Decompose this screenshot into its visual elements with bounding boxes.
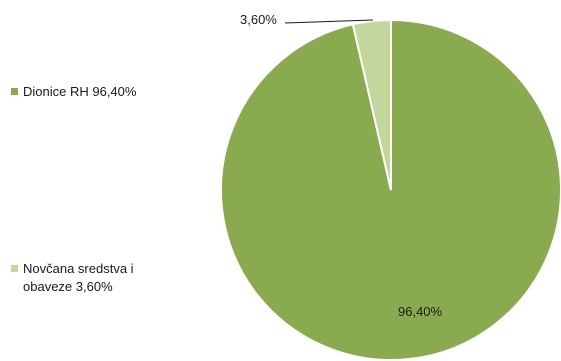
legend-item-novcana-sredstva: Novčana sredstva i obaveze 3,60% [11, 260, 171, 296]
data-label-novcana-sredstva: 3,60% [240, 12, 277, 27]
pie-slice-novcana-sredstva [351, 18, 392, 191]
pie-slices [220, 18, 561, 361]
legend-swatch-dionice-rh [11, 88, 18, 95]
legend-label-dionice-rh: Dionice RH 96,40% [23, 84, 137, 99]
legend-swatch-novcana-sredstva [11, 265, 18, 272]
legend-label-novcana-sredstva: Novčana sredstva i obaveze 3,60% [23, 261, 134, 294]
data-label-dionice-rh: 96,40% [398, 304, 443, 319]
slice-label-leader-line [284, 19, 374, 24]
legend-item-dionice-rh: Dionice RH 96,40% [11, 83, 136, 101]
